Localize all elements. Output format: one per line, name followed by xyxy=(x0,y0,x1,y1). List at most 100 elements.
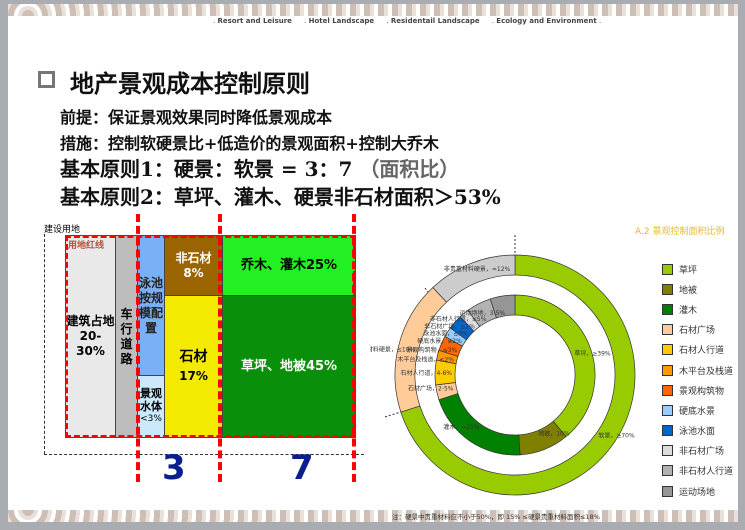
decorative-border-bottom xyxy=(8,510,738,522)
legend-swatch xyxy=(662,465,673,477)
principle-1-text: 基本原则1：硬景：软景 = 3：7 xyxy=(60,157,360,181)
water-label: 水体 xyxy=(140,400,162,413)
inner-ring-label: 非石材广场，≤2% xyxy=(424,322,475,330)
legend-item: 石材人行道 xyxy=(662,340,733,360)
legend-swatch xyxy=(662,445,673,457)
inner-ring-label: 石材广场，2-5% xyxy=(408,385,454,393)
inner-ring-label: 景观构筑物，≤3% xyxy=(407,346,458,354)
water-area: 景观 水体 <3% xyxy=(137,375,165,438)
legend-swatch xyxy=(662,384,673,396)
legend-label: 运动场地 xyxy=(679,487,716,498)
hard-ratio: 3 xyxy=(162,448,186,488)
legend-item: 草坪 xyxy=(662,259,733,279)
donut-chart: 软景，≥70% 贵重材料硬景，≤18% 非贵重材料硬景，≈12% 草坪，≥39% 地被，… xyxy=(370,235,636,496)
principle-2: 基本原则2：草坪、灌木、硬景非石材面积＞53% xyxy=(60,185,501,209)
legend-swatch xyxy=(662,303,673,315)
inner-ring-label: 地被，10% xyxy=(538,430,570,438)
inner-ring-label: 木平台及栈道，≤2% xyxy=(397,355,454,363)
legend-label: 灌木 xyxy=(679,305,698,316)
legend-swatch xyxy=(662,324,673,336)
inner-ring-label: 泳池水面，≤3% xyxy=(423,329,468,337)
nav-item[interactable]: . Residentail Landscape xyxy=(386,17,480,25)
legend-swatch xyxy=(662,344,673,356)
page-title: 地产景观成本控制原则 xyxy=(70,70,310,98)
site-boundary-vertical xyxy=(44,234,45,454)
legend-label: 石材人行道 xyxy=(679,346,725,357)
soft-ratio: 7 xyxy=(290,448,314,488)
legend-label: 石材广场 xyxy=(679,326,716,337)
road-label-2: 道路 xyxy=(120,336,133,366)
principle-1-note: （面积比） xyxy=(359,157,460,181)
legend-label: 景观构筑物 xyxy=(679,386,725,397)
legend-item: 泳池水面 xyxy=(662,421,733,441)
site-boundary-horizontal xyxy=(44,454,364,455)
lawn-area: 草坪、地被45% xyxy=(222,295,356,438)
legend-label: 地被 xyxy=(679,285,698,296)
inner-ring-label: 硬底水景，≤2% xyxy=(417,337,462,345)
pool-label: 泳池 xyxy=(138,275,163,290)
legend-item: 石材广场 xyxy=(662,320,733,340)
water-label: 景观 xyxy=(140,387,162,400)
legend-item: 非石材广场 xyxy=(662,441,733,461)
legend-swatch xyxy=(662,425,673,437)
site-label: 建设用地 xyxy=(44,225,81,235)
legend-label: 硬底水景 xyxy=(679,406,716,417)
nonstone-percent: 8% xyxy=(183,265,204,280)
building-label: 建筑占地 xyxy=(66,314,115,328)
legend-swatch xyxy=(662,485,673,497)
legend-item: 非石材人行道 xyxy=(662,461,733,481)
inner-ring-label: 灌木，≈21% xyxy=(443,423,480,431)
legend-label: 非石材广场 xyxy=(679,447,725,458)
chart-legend: 草坪地被灌木石材广场石材人行道木平台及栈道 景观构筑物硬底水景泳池水面非石材广场非… xyxy=(662,259,733,501)
lawn-label: 草坪、地被45% xyxy=(240,359,338,374)
nav-item[interactable]: . Ecology and Environment . xyxy=(491,17,602,25)
legend-label: 草坪 xyxy=(679,265,698,276)
stone-percent: 17% xyxy=(179,368,208,383)
nav-item[interactable]: . Resort and Leisure xyxy=(213,17,292,25)
redline-label: 用地红线 xyxy=(68,241,105,251)
legend-swatch xyxy=(662,404,673,416)
legend-label: 木平台及栈道 xyxy=(679,366,734,377)
inner-ring-segment xyxy=(514,294,596,438)
trees-label: 乔木、灌木25% xyxy=(240,258,338,273)
chart-note: 注：硬景中贵重材料应不小于50%，即 15% ≤硬景贵重材料面积≤18% xyxy=(392,513,600,521)
legend-item: 硬底水景 xyxy=(662,400,733,420)
inner-ring-label: 石材人行道，4-6% xyxy=(401,369,453,377)
legend-item: 灌木 xyxy=(662,299,733,319)
principle-1: 基本原则1：硬景：软景 = 3：7 （面积比） xyxy=(60,153,459,182)
outer-ring-segment xyxy=(432,254,516,303)
building-percent: 20-30% xyxy=(76,329,105,358)
legend-swatch xyxy=(662,283,673,295)
bullet-square-icon xyxy=(38,71,55,88)
chart-title: A.2 景观控制面积比例 xyxy=(635,227,725,237)
pool-label: 置 xyxy=(144,320,157,335)
ratio-divider xyxy=(352,214,356,482)
pool-label: 按规 xyxy=(138,290,163,305)
ratio-divider xyxy=(218,214,222,482)
measure-text: 措施：控制软硬景比+低造价的景观面积+控制大乔木 xyxy=(60,134,439,153)
stone-area: 石材 17% xyxy=(164,295,223,438)
inner-ring-label: 草坪，≥39% xyxy=(574,350,611,358)
inner-ring-segment xyxy=(489,294,516,319)
stone-label: 石材 xyxy=(179,348,208,365)
legend-item: 景观构筑物 xyxy=(662,380,733,400)
ratio-divider xyxy=(136,214,140,482)
nav-item[interactable]: . Hotel Landscape xyxy=(304,17,375,25)
road-label: 车行 xyxy=(120,306,133,336)
legend-swatch xyxy=(662,263,673,275)
legend-label: 泳池水面 xyxy=(679,427,716,438)
legend-label: 非石材人行道 xyxy=(679,467,734,478)
inner-ring-label: 非石材人行道，≤5% xyxy=(430,315,487,323)
legend-swatch xyxy=(662,364,673,376)
pool-label: 模配 xyxy=(138,305,163,320)
legend-item: 地被 xyxy=(662,279,733,299)
nonstone-label: 非石材 xyxy=(175,250,212,265)
legend-item: 运动场地 xyxy=(662,481,733,501)
inner-ring-label: 运动场地，3-5% xyxy=(460,309,506,317)
trees-area: 乔木、灌木25% xyxy=(222,235,356,296)
red-line-boundary xyxy=(65,235,356,438)
premise-text: 前提：保证景观效果同时降低景观成本 xyxy=(60,108,333,127)
outer-ring-segment xyxy=(400,254,636,496)
road-area: 车行 道路 xyxy=(115,235,138,438)
water-percent: <3% xyxy=(140,414,162,424)
